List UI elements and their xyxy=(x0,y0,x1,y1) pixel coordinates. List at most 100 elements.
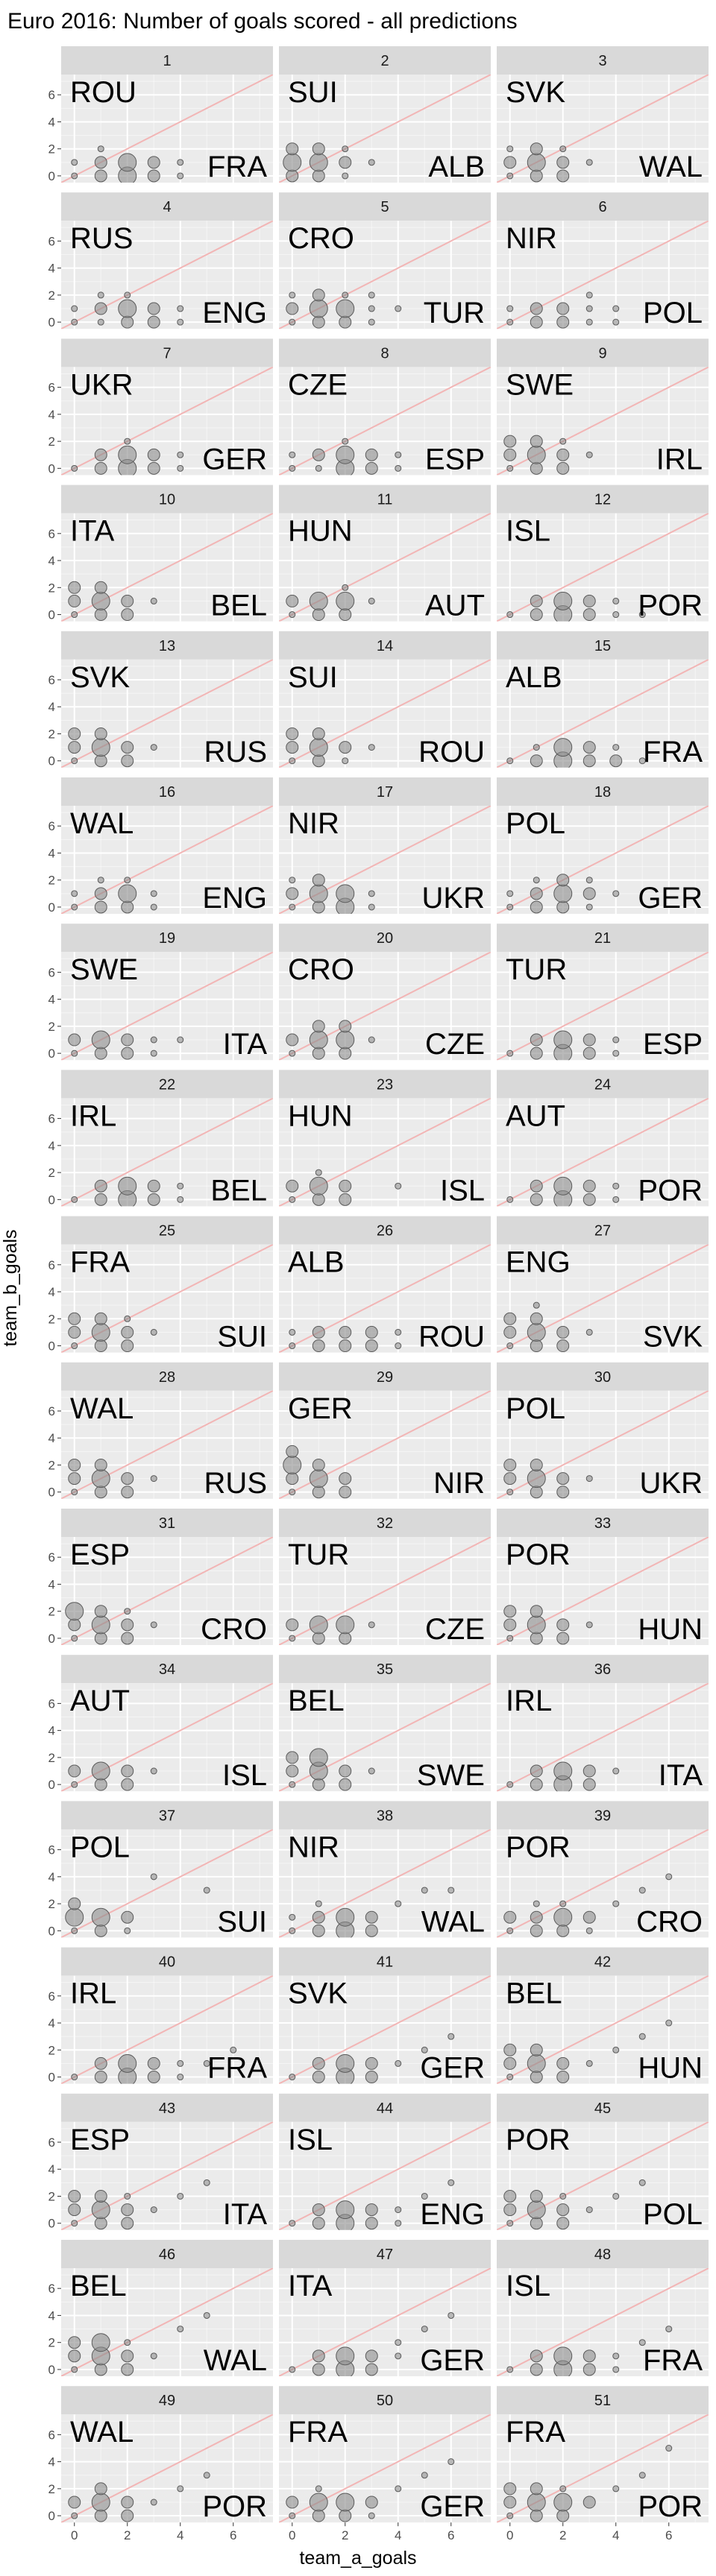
data-point xyxy=(147,461,160,475)
data-point xyxy=(94,1458,107,1471)
data-point xyxy=(97,291,104,299)
data-point xyxy=(312,1193,325,1206)
data-point xyxy=(286,741,299,754)
panel-content xyxy=(497,806,709,914)
data-point xyxy=(121,754,134,768)
data-point xyxy=(124,1315,131,1322)
y-tick-label: 0 xyxy=(48,1339,55,1354)
team-b-label: ESP xyxy=(70,2124,130,2156)
data-point xyxy=(150,1475,157,1483)
team-a-label: TUR xyxy=(424,297,485,329)
y-tick-label: 0 xyxy=(48,900,55,915)
panel-content xyxy=(279,659,491,768)
facet-strip-label: 2 xyxy=(380,53,389,69)
panel-content xyxy=(61,1098,273,1207)
data-point xyxy=(150,1036,157,1044)
facet-panel-30: 30 POL UKR xyxy=(497,1362,709,1500)
team-b-label: IRL xyxy=(506,1685,552,1717)
data-point xyxy=(150,2498,157,2506)
panel-content xyxy=(497,1975,709,2084)
facet-strip xyxy=(279,631,491,660)
panel-content xyxy=(279,1537,491,1645)
facet-strip-label: 37 xyxy=(159,1808,175,1824)
team-b-label: ITA xyxy=(288,2270,333,2302)
data-point xyxy=(71,1196,78,1203)
facet-strip-label: 13 xyxy=(159,638,175,654)
team-a-label: POR xyxy=(202,2490,267,2523)
data-point xyxy=(665,2445,673,2452)
y-tick-label: 6 xyxy=(48,2135,55,2150)
data-point xyxy=(556,1618,570,1632)
data-point xyxy=(368,1767,375,1775)
data-point xyxy=(289,1913,296,1921)
facet-strip xyxy=(279,1070,491,1099)
data-point xyxy=(339,1020,352,1033)
data-point xyxy=(585,451,593,458)
team-b-label: NIR xyxy=(506,222,557,255)
panel-content xyxy=(497,75,709,183)
data-point xyxy=(612,318,620,326)
team-b-label: POL xyxy=(506,1392,565,1425)
facet-panel-5: 5 CRO TUR xyxy=(279,192,491,329)
data-point xyxy=(365,448,378,461)
data-point xyxy=(118,299,137,318)
y-tick-label: 6 xyxy=(48,381,55,395)
data-point xyxy=(612,1767,620,1775)
facet-panel-48: 48 ISL FRA xyxy=(497,2240,709,2377)
data-point xyxy=(395,2339,402,2346)
data-point xyxy=(368,291,375,299)
data-point xyxy=(368,744,375,751)
data-point xyxy=(342,145,349,153)
data-point xyxy=(612,2046,620,2053)
data-point xyxy=(315,464,322,472)
data-point xyxy=(339,315,352,329)
data-point xyxy=(289,291,296,299)
data-point xyxy=(283,153,302,172)
panel-content xyxy=(279,1390,491,1499)
y-tick-label: 0 xyxy=(48,2071,55,2085)
data-point xyxy=(68,741,81,754)
facet-panel-4: 4 RUS ENG 0 2 4 6 xyxy=(48,192,273,329)
data-point xyxy=(421,1887,428,1894)
data-point xyxy=(585,2059,593,2067)
y-tick-label: 6 xyxy=(48,965,55,979)
data-point xyxy=(506,172,514,180)
facet-strip xyxy=(61,338,273,367)
facet-panel-42: 42 BEL HUN xyxy=(497,1947,709,2085)
y-tick-label: 2 xyxy=(48,874,55,888)
data-point xyxy=(312,1339,325,1353)
data-point xyxy=(530,1339,543,1353)
data-point xyxy=(530,2217,543,2230)
data-point xyxy=(312,315,325,329)
data-point xyxy=(150,1049,157,1057)
data-point xyxy=(91,2493,110,2512)
team-a-label: GER xyxy=(420,2490,485,2523)
data-point xyxy=(665,2019,673,2027)
facet-panel-20: 20 CRO CZE xyxy=(279,924,491,1061)
y-tick-label: 4 xyxy=(48,554,55,568)
data-point xyxy=(312,2363,325,2376)
data-point xyxy=(150,1328,157,1336)
y-tick-label: 4 xyxy=(48,2455,55,2469)
panel-content xyxy=(279,1683,491,1792)
data-point xyxy=(150,890,157,897)
team-a-label: HUN xyxy=(638,2052,703,2085)
facet-strip xyxy=(497,1655,709,1684)
facet-panel-44: 44 ISL ENG xyxy=(279,2093,491,2231)
data-point xyxy=(421,2046,428,2053)
data-point xyxy=(118,884,137,903)
data-point xyxy=(97,877,104,884)
data-point xyxy=(121,1339,134,1353)
data-point xyxy=(289,903,296,911)
data-point xyxy=(530,2482,543,2496)
facet-strip xyxy=(497,484,709,514)
facet-strip xyxy=(61,924,273,953)
data-point xyxy=(312,1486,325,1499)
facet-strip-label: 24 xyxy=(594,1076,611,1093)
facet-panel-38: 38 NIR WAL xyxy=(279,1801,491,1938)
data-point xyxy=(503,1312,517,1325)
y-tick-label: 2 xyxy=(48,1458,55,1472)
facet-strip-label: 28 xyxy=(159,1369,175,1386)
data-point xyxy=(506,1196,514,1203)
team-b-label: POR xyxy=(506,1831,571,1863)
